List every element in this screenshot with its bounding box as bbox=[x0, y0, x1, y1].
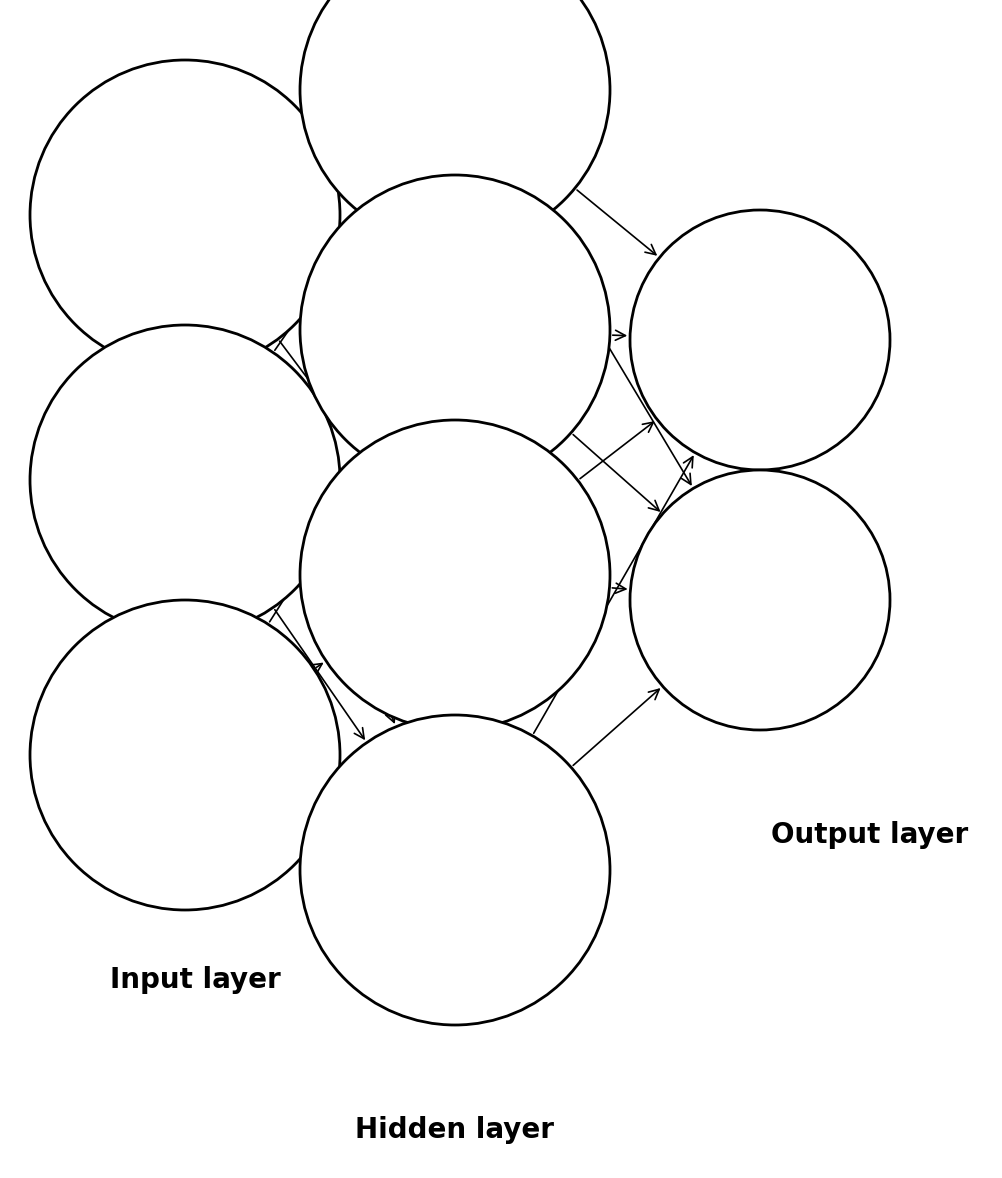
Circle shape bbox=[300, 176, 610, 485]
Text: Hidden layer: Hidden layer bbox=[356, 1116, 554, 1144]
Circle shape bbox=[30, 325, 340, 635]
Text: Output layer: Output layer bbox=[772, 821, 969, 849]
Circle shape bbox=[30, 600, 340, 909]
Circle shape bbox=[630, 210, 890, 470]
Circle shape bbox=[30, 60, 340, 370]
Circle shape bbox=[630, 470, 890, 730]
Circle shape bbox=[300, 715, 610, 1025]
Circle shape bbox=[300, 421, 610, 730]
Text: Input layer: Input layer bbox=[110, 966, 281, 994]
Circle shape bbox=[300, 0, 610, 245]
